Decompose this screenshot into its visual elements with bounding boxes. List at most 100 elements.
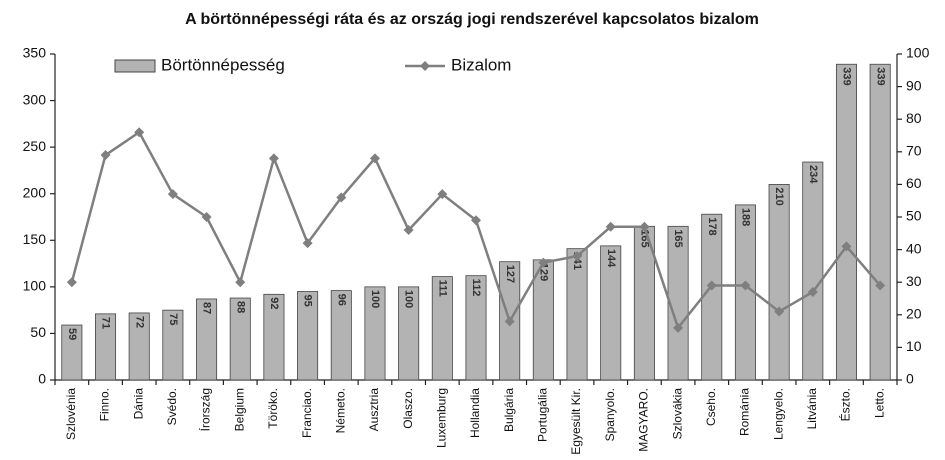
data-label: 95 — [302, 295, 314, 307]
bar — [330, 290, 352, 381]
x-tick-label: Németo. — [333, 388, 347, 433]
y-tick-label: 200 — [23, 184, 47, 200]
bar — [229, 297, 251, 381]
bar — [667, 225, 689, 381]
marker — [538, 257, 549, 268]
marker — [134, 127, 145, 138]
data-label: 92 — [268, 297, 280, 309]
data-label: 75 — [167, 313, 179, 325]
marker — [167, 189, 178, 200]
y-tick-label: 300 — [23, 91, 47, 107]
data-label: 87 — [201, 302, 213, 314]
data-label: 210 — [773, 187, 785, 205]
x-tick-label: Letto. — [872, 388, 886, 418]
x-tick-label: Írország — [198, 388, 213, 431]
data-label: 127 — [504, 265, 516, 283]
y2-tick-label: 40 — [906, 240, 922, 256]
bar — [364, 286, 386, 381]
data-label: 165 — [672, 229, 684, 247]
y2-tick-label: 50 — [906, 208, 922, 224]
bar — [465, 275, 487, 381]
y2-tick-label: 60 — [906, 175, 922, 191]
y2-tick-label: 0 — [906, 371, 914, 387]
y2-tick-label: 30 — [906, 273, 922, 289]
y-tick-label: 0 — [38, 371, 46, 387]
marker — [740, 280, 751, 291]
data-label: 339 — [874, 67, 886, 85]
data-label: 144 — [605, 249, 617, 268]
marker — [437, 189, 448, 200]
legend-swatch — [114, 59, 156, 73]
marker — [572, 251, 583, 262]
bar — [802, 161, 824, 381]
y-tick-label: 250 — [23, 138, 47, 154]
x-tick-label: Belgium — [232, 388, 246, 431]
marker — [369, 153, 380, 164]
x-tick-label: Olaszo. — [401, 388, 415, 429]
data-label: 59 — [66, 328, 78, 340]
y2-tick-label: 70 — [906, 143, 922, 159]
data-label: 112 — [470, 279, 482, 297]
bar — [701, 213, 723, 381]
marker — [403, 225, 414, 236]
y-tick-label: 100 — [23, 278, 47, 294]
marker — [235, 277, 246, 288]
marker — [774, 306, 785, 317]
bar — [196, 298, 218, 381]
data-label: 71 — [100, 317, 112, 329]
marker — [302, 238, 313, 249]
y2-tick-label: 20 — [906, 306, 922, 322]
data-label: 178 — [706, 217, 718, 235]
x-tick-label: Szlovákia — [670, 388, 684, 440]
data-label: 88 — [234, 301, 246, 313]
bar — [162, 309, 184, 381]
bar — [431, 276, 453, 381]
marker — [841, 241, 852, 252]
marker — [268, 153, 279, 164]
bar — [835, 63, 857, 381]
y2-tick-label: 100 — [906, 45, 930, 61]
data-label: 188 — [740, 208, 752, 226]
x-tick-label: Litvánia — [805, 388, 819, 430]
bar — [869, 63, 891, 381]
x-tick-label: Ausztria — [367, 388, 381, 432]
y2-tick-label: 10 — [906, 338, 922, 354]
y-tick-label: 50 — [30, 324, 46, 340]
marker — [504, 316, 515, 327]
marker — [336, 192, 347, 203]
x-tick-label: Svédo. — [165, 388, 179, 425]
data-label: 234 — [807, 165, 819, 184]
x-tick-label: Töröko. — [266, 388, 280, 429]
marker — [605, 221, 616, 232]
data-label: 339 — [841, 67, 853, 85]
marker — [639, 221, 650, 232]
y2-tick-label: 90 — [906, 77, 922, 93]
bar — [398, 286, 420, 381]
bar — [566, 248, 588, 381]
y-tick-label: 350 — [23, 45, 47, 61]
marker — [875, 280, 886, 291]
x-tick-label: Szlovénia — [64, 388, 78, 440]
x-tick-label: Bulgária — [502, 388, 516, 432]
legend-marker — [420, 61, 430, 71]
x-tick-label: Dánia — [131, 388, 145, 420]
data-label: 96 — [335, 294, 347, 306]
marker — [66, 277, 77, 288]
x-tick-label: Spanyolo. — [603, 388, 617, 441]
x-tick-label: Románia — [738, 388, 752, 436]
legend-label: Börtönnépesség — [161, 55, 285, 74]
x-tick-label: Egyesült Kir. — [569, 388, 583, 455]
x-tick-label: Lengyelo. — [771, 388, 785, 440]
y-tick-label: 150 — [23, 231, 47, 247]
x-tick-label: MAGYARO. — [637, 388, 651, 452]
bar — [95, 313, 117, 381]
x-tick-label: Portugália — [536, 388, 550, 442]
bar — [768, 183, 790, 381]
bar — [263, 293, 285, 381]
chart-title: A börtönnépességi ráta és az ország jogi… — [185, 11, 759, 28]
bar — [128, 312, 150, 381]
x-tick-label: Franciao. — [300, 388, 314, 438]
marker — [807, 286, 818, 297]
data-label: 111 — [436, 280, 448, 297]
x-tick-label: Finno. — [98, 388, 112, 421]
